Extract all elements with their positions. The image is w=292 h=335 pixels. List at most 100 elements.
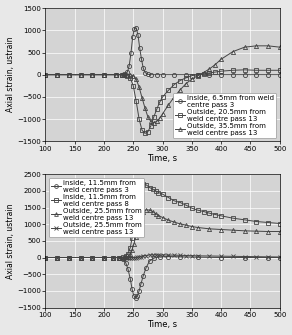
Outside, 25.5mm from
weld centre pass 13	[184, 254, 188, 258]
inside, 11.5mm from
weld centre pass 3	[266, 256, 270, 260]
Outside, 25.5mm from
weld centre pass 13	[124, 255, 127, 259]
Outside, 35.5mm from
weld centre pass 13	[161, 112, 164, 116]
Outside, 25.5mm from
weld centre pass 13	[121, 256, 124, 260]
Inside, 11.5mm from
weld centre pass 8	[44, 256, 47, 260]
Inside, 6.5mm from weld
centre pass 3	[142, 66, 145, 70]
Outside, 35.5mm from
weld centre pass 13	[208, 67, 211, 71]
inside, 11.5mm from
weld centre pass 3	[158, 255, 161, 259]
Inside, 6.5mm from weld
centre pass 3	[129, 51, 133, 55]
Outside, 20.5mm from
weld centre pass 13	[219, 69, 223, 73]
Legend: Inside, 6.5mm from weld
centre pass 3, Outside, 20.5mm from
weld centre pass 13,: Inside, 6.5mm from weld centre pass 3, O…	[173, 93, 276, 138]
Outside, 25.5mm from
weld centre pass 13	[151, 253, 154, 257]
Inside, 11.5mm from
weld centre pass 8	[184, 203, 188, 207]
Outside, 20.5mm from
weld centre pass 13	[131, 84, 135, 88]
Inside, 11.5mm from
weld centre pass 8	[154, 189, 157, 193]
Outside, 25.5mm from
weld centre pass 13	[134, 235, 137, 239]
Inside, 11.5mm from
weld centre pass 8	[167, 196, 170, 200]
Outside, 25.5mm from
weld centre pass 13	[130, 256, 134, 260]
Outside, 25.5mm from
weld centre pass 13	[173, 253, 176, 257]
inside, 11.5mm from
weld centre pass 3	[55, 256, 59, 260]
Line: Inside, 6.5mm from weld
centre pass 3: Inside, 6.5mm from weld centre pass 3	[43, 26, 282, 77]
inside, 11.5mm from
weld centre pass 3	[148, 259, 152, 263]
Outside, 35.5mm from
weld centre pass 13	[120, 73, 123, 77]
Line: Inside, 11.5mm from
weld centre pass 8: Inside, 11.5mm from weld centre pass 8	[43, 182, 282, 260]
Outside, 35.5mm from
weld centre pass 13	[231, 50, 235, 54]
inside, 11.5mm from
weld centre pass 3	[135, 294, 139, 298]
Inside, 6.5mm from weld
centre pass 3	[123, 72, 126, 76]
Outside, 25.5mm from
weld centre pass 13	[117, 256, 120, 260]
Outside, 25.5mm from
weld centre pass 13	[137, 219, 141, 223]
Inside, 11.5mm from
weld centre pass 8	[130, 236, 134, 240]
Outside, 20.5mm from
weld centre pass 13	[255, 68, 258, 72]
Inside, 6.5mm from weld
centre pass 3	[140, 57, 143, 61]
Outside, 20.5mm from
weld centre pass 13	[161, 95, 164, 99]
Inside, 11.5mm from
weld centre pass 8	[243, 218, 246, 222]
Outside, 35.5mm from
weld centre pass 13	[143, 106, 147, 110]
inside, 11.5mm from
weld centre pass 3	[134, 295, 137, 299]
Inside, 6.5mm from weld
centre pass 3	[134, 26, 138, 30]
Outside, 35.5mm from
weld centre pass 13	[155, 119, 159, 123]
Outside, 25.5mm from
weld centre pass 13	[178, 222, 182, 226]
Inside, 6.5mm from weld
centre pass 3	[138, 46, 141, 50]
Inside, 11.5mm from
weld centre pass 8	[111, 256, 114, 260]
inside, 11.5mm from
weld centre pass 3	[67, 256, 71, 260]
Outside, 25.5mm from
weld centre pass 13	[196, 254, 199, 258]
Outside, 20.5mm from
weld centre pass 13	[278, 68, 281, 72]
Inside, 6.5mm from weld
centre pass 3	[67, 73, 71, 77]
Outside, 20.5mm from
weld centre pass 13	[114, 73, 117, 77]
Outside, 35.5mm from
weld centre pass 13	[79, 73, 82, 77]
Inside, 11.5mm from
weld centre pass 8	[142, 182, 145, 186]
Outside, 20.5mm from
weld centre pass 13	[190, 74, 194, 78]
Outside, 25.5mm from
weld centre pass 13	[128, 256, 132, 260]
Inside, 6.5mm from weld
centre pass 3	[255, 73, 258, 77]
inside, 11.5mm from
weld centre pass 3	[130, 287, 134, 291]
Inside, 6.5mm from weld
centre pass 3	[55, 73, 59, 77]
Outside, 35.5mm from
weld centre pass 13	[278, 45, 281, 49]
inside, 11.5mm from
weld centre pass 3	[126, 267, 130, 271]
Outside, 25.5mm from
weld centre pass 13	[173, 220, 176, 224]
inside, 11.5mm from
weld centre pass 3	[102, 256, 106, 260]
Outside, 35.5mm from
weld centre pass 13	[146, 115, 150, 119]
Outside, 25.5mm from
weld centre pass 13	[55, 256, 59, 260]
Outside, 20.5mm from
weld centre pass 13	[55, 73, 59, 77]
Inside, 6.5mm from weld
centre pass 3	[243, 73, 246, 77]
Inside, 11.5mm from
weld centre pass 8	[196, 208, 199, 212]
Inside, 11.5mm from
weld centre pass 8	[148, 186, 152, 190]
Outside, 25.5mm from
weld centre pass 13	[266, 255, 270, 259]
Outside, 20.5mm from
weld centre pass 13	[120, 73, 123, 77]
Outside, 25.5mm from
weld centre pass 13	[151, 209, 154, 213]
Outside, 25.5mm from
weld centre pass 13	[44, 256, 47, 260]
Outside, 35.5mm from
weld centre pass 13	[137, 85, 141, 89]
inside, 11.5mm from
weld centre pass 3	[111, 256, 114, 260]
Inside, 6.5mm from weld
centre pass 3	[79, 73, 82, 77]
Inside, 6.5mm from weld
centre pass 3	[196, 73, 199, 77]
Outside, 35.5mm from
weld centre pass 13	[91, 73, 94, 77]
inside, 11.5mm from
weld centre pass 3	[124, 261, 127, 265]
inside, 11.5mm from
weld centre pass 3	[44, 256, 47, 260]
Outside, 25.5mm from
weld centre pass 13	[67, 256, 71, 260]
Inside, 6.5mm from weld
centre pass 3	[114, 73, 117, 77]
Outside, 25.5mm from
weld centre pass 13	[196, 225, 199, 229]
Line: inside, 11.5mm from
weld centre pass 3: inside, 11.5mm from weld centre pass 3	[43, 254, 282, 299]
Legend: inside, 11.5mm from
weld centre pass 3, Inside, 11.5mm from
weld centre pass 8, : inside, 11.5mm from weld centre pass 3, …	[49, 178, 144, 237]
inside, 11.5mm from
weld centre pass 3	[132, 294, 135, 298]
Outside, 35.5mm from
weld centre pass 13	[219, 57, 223, 61]
Inside, 11.5mm from
weld centre pass 8	[137, 186, 141, 190]
Outside, 25.5mm from
weld centre pass 13	[79, 256, 82, 260]
inside, 11.5mm from
weld centre pass 3	[178, 255, 182, 259]
inside, 11.5mm from
weld centre pass 3	[152, 256, 156, 260]
Outside, 20.5mm from
weld centre pass 13	[91, 73, 94, 77]
Outside, 25.5mm from
weld centre pass 13	[126, 256, 130, 260]
inside, 11.5mm from
weld centre pass 3	[196, 255, 199, 259]
Inside, 6.5mm from weld
centre pass 3	[149, 73, 153, 77]
Inside, 11.5mm from
weld centre pass 8	[202, 209, 205, 213]
Outside, 35.5mm from
weld centre pass 13	[140, 96, 144, 100]
Inside, 11.5mm from
weld centre pass 8	[79, 256, 82, 260]
Outside, 25.5mm from
weld centre pass 13	[142, 209, 145, 213]
Outside, 25.5mm from
weld centre pass 13	[135, 227, 139, 231]
Outside, 35.5mm from
weld centre pass 13	[173, 95, 176, 99]
Outside, 25.5mm from
weld centre pass 13	[142, 254, 145, 258]
Outside, 35.5mm from
weld centre pass 13	[202, 70, 205, 74]
Inside, 11.5mm from
weld centre pass 8	[266, 220, 270, 224]
Outside, 25.5mm from
weld centre pass 13	[243, 229, 246, 233]
